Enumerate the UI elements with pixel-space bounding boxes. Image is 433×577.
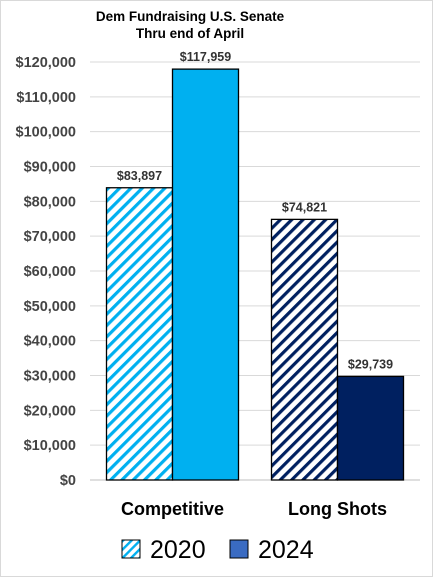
bar-2020-competitive <box>105 187 174 481</box>
x-axis-category-labels: Competitive Long Shots <box>121 499 387 519</box>
legend: 2020 2024 <box>121 536 314 564</box>
legend-swatch-2024 <box>229 539 249 559</box>
y-axis-tick-labels: $0 $10,000 $20,000 $30,000 $40,000 $50,000 $60… <box>16 55 76 489</box>
y-tick-label: $20,000 <box>24 403 76 419</box>
y-tick-label: $50,000 <box>24 299 76 315</box>
data-label: $117,959 <box>180 50 231 64</box>
y-tick-label: $40,000 <box>24 334 76 350</box>
data-label: $74,821 <box>282 200 327 214</box>
y-tick-label: $60,000 <box>24 264 76 280</box>
y-tick-label: $0 <box>60 473 76 489</box>
bar-2024-competitive <box>171 68 240 481</box>
bars <box>105 68 405 481</box>
data-labels: $83,897 $117,959 $74,821 $29,739 <box>117 50 393 371</box>
chart-subtitle: Thru end of April <box>136 26 244 41</box>
bar-2024-long-shots <box>336 375 405 481</box>
y-tick-label: $90,000 <box>24 160 76 176</box>
bar-2020-long-shots <box>270 218 339 481</box>
legend-label-2024: 2024 <box>258 536 314 564</box>
legend-label-2020: 2020 <box>150 536 206 564</box>
chart-title: Dem Fundraising U.S. Senate <box>96 9 285 24</box>
y-tick-label: $110,000 <box>16 90 76 106</box>
x-category-label: Long Shots <box>288 499 387 519</box>
legend-swatch-2020 <box>121 539 141 559</box>
y-tick-label: $70,000 <box>24 229 76 245</box>
y-tick-label: $120,000 <box>16 55 76 71</box>
y-tick-label: $80,000 <box>24 194 76 210</box>
x-category-label: Competitive <box>121 499 224 519</box>
y-tick-label: $10,000 <box>24 438 76 454</box>
y-tick-label: $30,000 <box>24 369 76 385</box>
y-tick-label: $100,000 <box>16 125 76 141</box>
data-label: $83,897 <box>117 169 162 183</box>
data-label: $29,739 <box>348 357 393 371</box>
